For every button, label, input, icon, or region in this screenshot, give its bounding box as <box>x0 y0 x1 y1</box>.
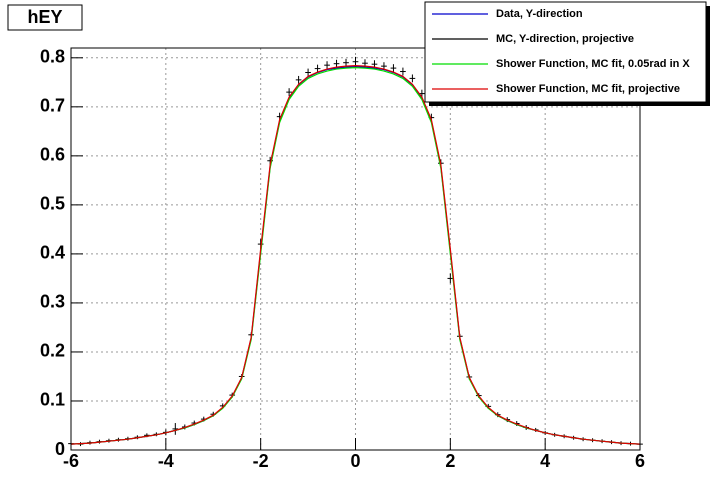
legend-label: Shower Function, MC fit, 0.05rad in X <box>496 58 690 70</box>
y-tick-label: 0.3 <box>40 292 65 312</box>
x-tick-label: -4 <box>158 451 174 471</box>
y-tick-label: 0.6 <box>40 145 65 165</box>
y-tick-label: 0.1 <box>40 390 65 410</box>
plot-border <box>70 47 641 451</box>
x-tick-label: 6 <box>635 451 645 471</box>
x-tick-label: -2 <box>253 451 269 471</box>
legend-label: Data, Y-direction <box>496 8 583 20</box>
x-tick-label: 2 <box>445 451 455 471</box>
chart-title: hEY <box>27 7 62 27</box>
series-line <box>70 65 641 445</box>
legend-box <box>424 1 707 103</box>
x-tick-label: -6 <box>63 451 79 471</box>
legend-label: Shower Function, MC fit, projective <box>496 83 680 95</box>
title-box <box>7 4 83 31</box>
y-tick-label: 0.5 <box>40 194 65 214</box>
legend-label: MC, Y-direction, projective <box>496 33 634 45</box>
y-tick-label: 0.8 <box>40 47 65 67</box>
marks <box>68 56 643 447</box>
x-tick-label: 4 <box>540 451 550 471</box>
legend: Data, Y-direction MC, Y-direction, projec… <box>432 8 690 95</box>
y-tick-label: 0.7 <box>40 96 65 116</box>
y-tick-label: 0 <box>55 439 65 459</box>
y-tick-label: 0.4 <box>40 243 65 263</box>
y-tick-label: 0.2 <box>40 341 65 361</box>
x-tick-label: 0 <box>350 451 360 471</box>
